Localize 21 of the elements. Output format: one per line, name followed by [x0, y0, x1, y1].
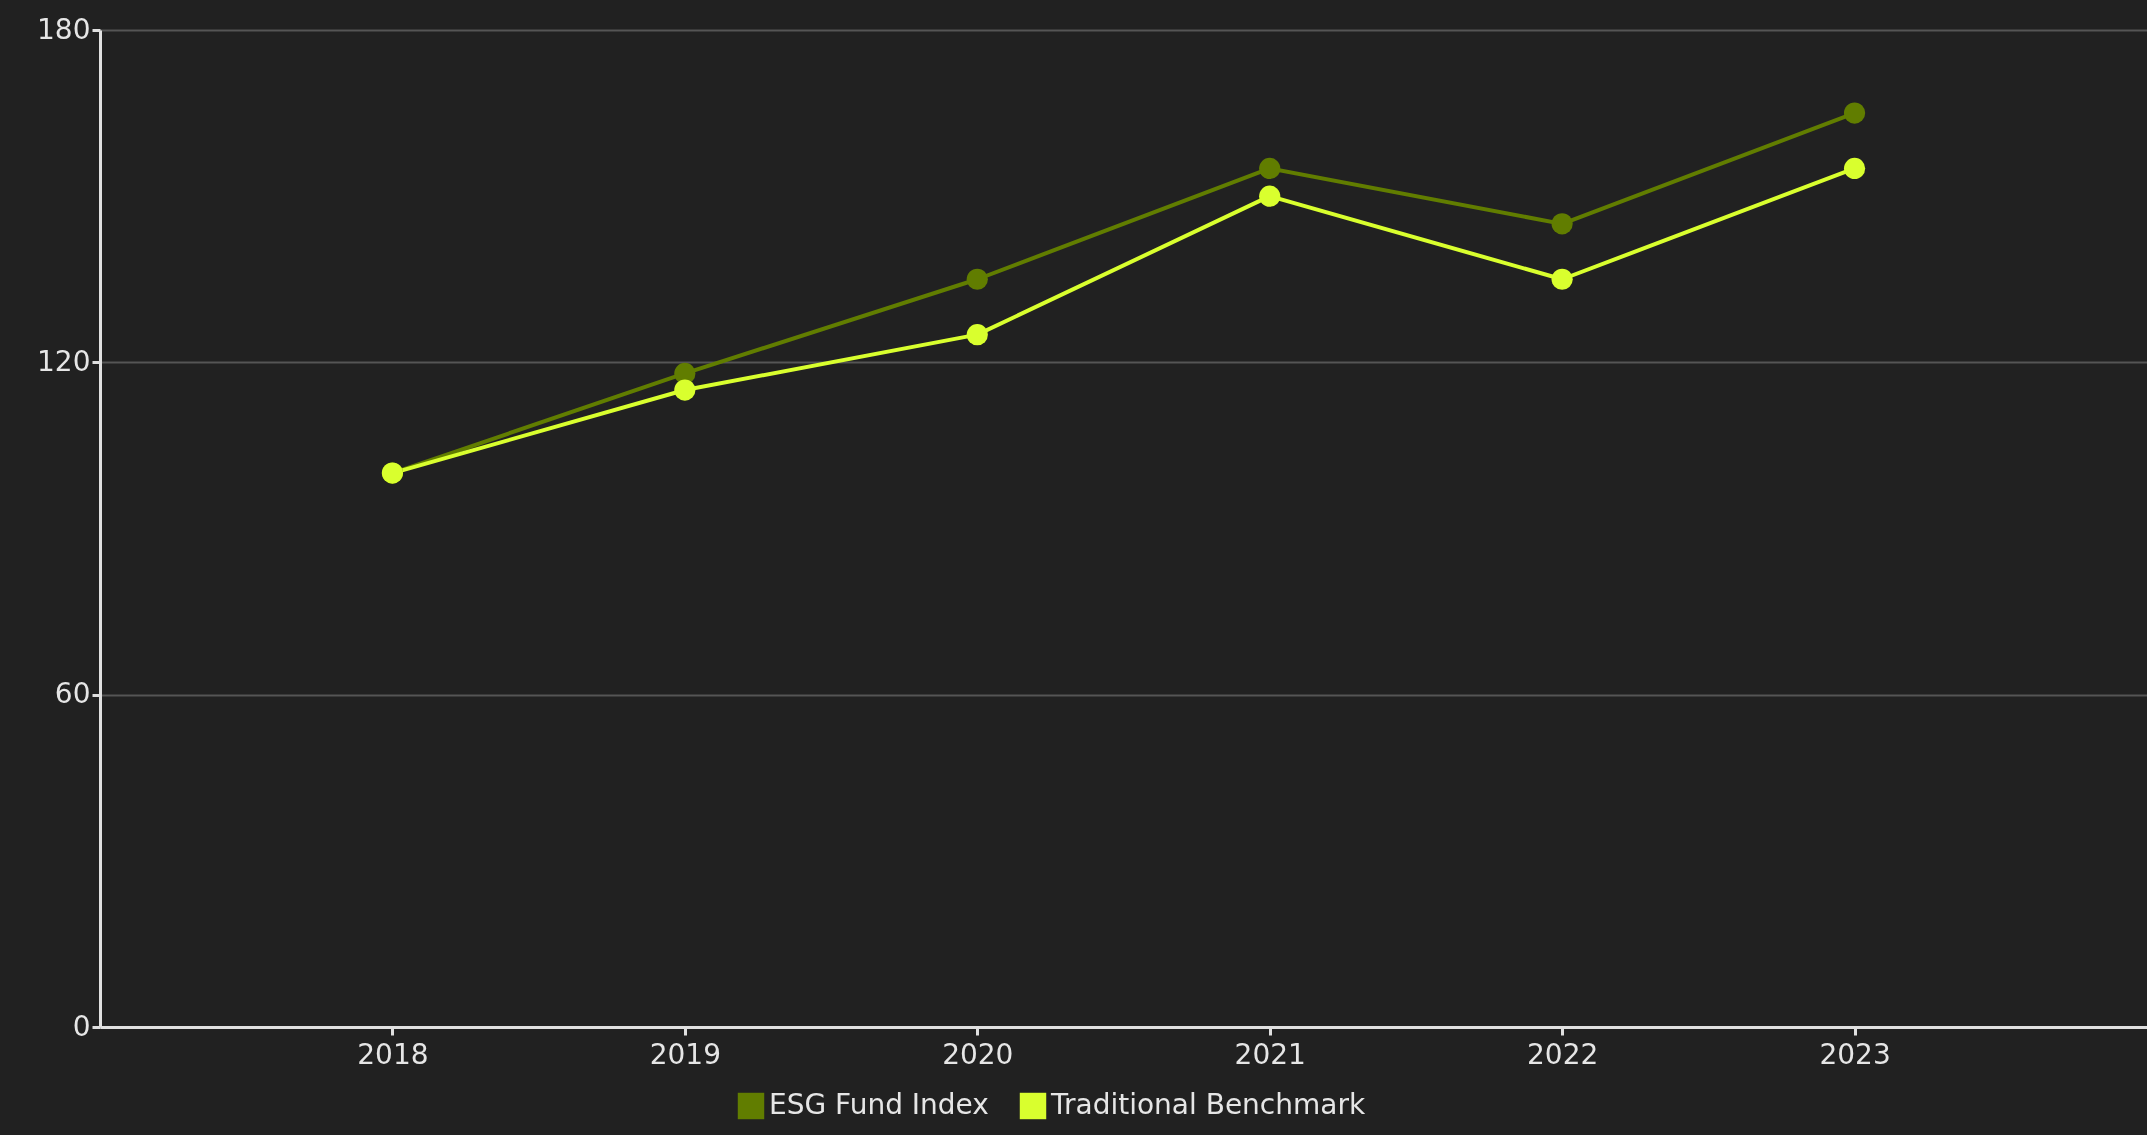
point	[1551, 213, 1573, 235]
point	[1551, 268, 1573, 290]
point	[1843, 157, 1866, 180]
x-tick-label: 2018	[357, 1037, 429, 1071]
point	[1259, 185, 1281, 207]
point	[1259, 157, 1281, 180]
x-tick-label: 2023	[1819, 1037, 1891, 1071]
legend-label: Traditional Benchmark	[1050, 1088, 1366, 1121]
y-tick-label: 0	[72, 1009, 91, 1043]
point	[966, 268, 988, 290]
y-tick-label: 60	[54, 677, 91, 711]
legend-label: ESG Fund Index	[769, 1088, 989, 1121]
x-tick-label: 2021	[1234, 1037, 1306, 1071]
x-tick-label: 2020	[942, 1037, 1014, 1071]
point	[966, 324, 988, 346]
y-tick-label: 180	[37, 12, 91, 46]
point	[674, 379, 696, 401]
x-tick-label: 2019	[649, 1037, 721, 1071]
y-tick-label: 120	[37, 344, 91, 378]
x-tick-label: 2022	[1527, 1037, 1599, 1071]
point	[1843, 102, 1866, 124]
